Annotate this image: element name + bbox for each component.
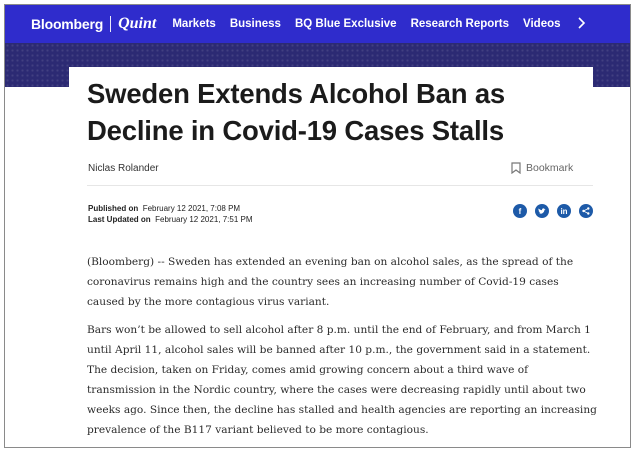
nav-item-business[interactable]: Business bbox=[229, 18, 281, 30]
article-title-line-1: Sweden Extends Alcohol Ban as bbox=[87, 78, 506, 109]
linkedin-icon[interactable]: in bbox=[557, 204, 571, 218]
browser-frame: Bloomberg Quint Markets Business BQ Blue… bbox=[4, 4, 631, 448]
nav-item-videos[interactable]: Videos bbox=[523, 18, 561, 30]
article-body: (Bloomberg) -- Sweden has extended an ev… bbox=[87, 252, 597, 447]
nav-item-markets[interactable]: Markets bbox=[172, 18, 216, 30]
share-buttons: f in bbox=[513, 204, 593, 218]
article-paragraph: (Bloomberg) -- Sweden has extended an ev… bbox=[87, 256, 574, 308]
bookmark-label: Bookmark bbox=[526, 162, 574, 174]
article-title: Sweden Extends Alcohol Ban as Decline in… bbox=[87, 75, 567, 149]
header-divider bbox=[87, 185, 593, 186]
logo-divider bbox=[110, 16, 112, 32]
facebook-icon[interactable]: f bbox=[513, 204, 527, 218]
updated-label: Last Updated on bbox=[88, 215, 151, 224]
logo-quint: Quint bbox=[118, 15, 157, 32]
top-navigation: Bloomberg Quint Markets Business BQ Blue… bbox=[5, 5, 630, 43]
site-logo[interactable]: Bloomberg Quint bbox=[31, 15, 156, 33]
updated-value: February 12 2021, 7:51 PM bbox=[155, 215, 253, 224]
published-label: Published on bbox=[88, 204, 139, 213]
updated-line: Last Updated on February 12 2021, 7:51 P… bbox=[88, 214, 253, 225]
logo-bloomberg: Bloomberg bbox=[31, 16, 104, 32]
nav-item-research-reports[interactable]: Research Reports bbox=[410, 18, 510, 30]
article-card: Sweden Extends Alcohol Ban as Decline in… bbox=[69, 67, 597, 447]
published-line: Published on February 12 2021, 7:08 PM bbox=[88, 203, 253, 214]
article-title-line-2: Decline in Covid-19 Cases Stalls bbox=[87, 115, 504, 146]
nav-menu: Markets Business BQ Blue Exclusive Resea… bbox=[172, 16, 585, 32]
article-dates: Published on February 12 2021, 7:08 PM L… bbox=[88, 203, 253, 225]
article-paragraph: Bars won’t be allowed to sell alcohol af… bbox=[87, 324, 597, 436]
nav-item-bq-blue-exclusive[interactable]: BQ Blue Exclusive bbox=[294, 18, 397, 30]
share-icon[interactable] bbox=[579, 204, 593, 218]
published-value: February 12 2021, 7:08 PM bbox=[142, 204, 241, 213]
chevron-right-icon[interactable] bbox=[577, 16, 586, 32]
twitter-icon[interactable] bbox=[535, 204, 549, 218]
bookmark-button[interactable]: Bookmark bbox=[511, 162, 573, 174]
bookmark-icon bbox=[511, 162, 521, 174]
author-name[interactable]: Niclas Rolander bbox=[88, 163, 159, 174]
